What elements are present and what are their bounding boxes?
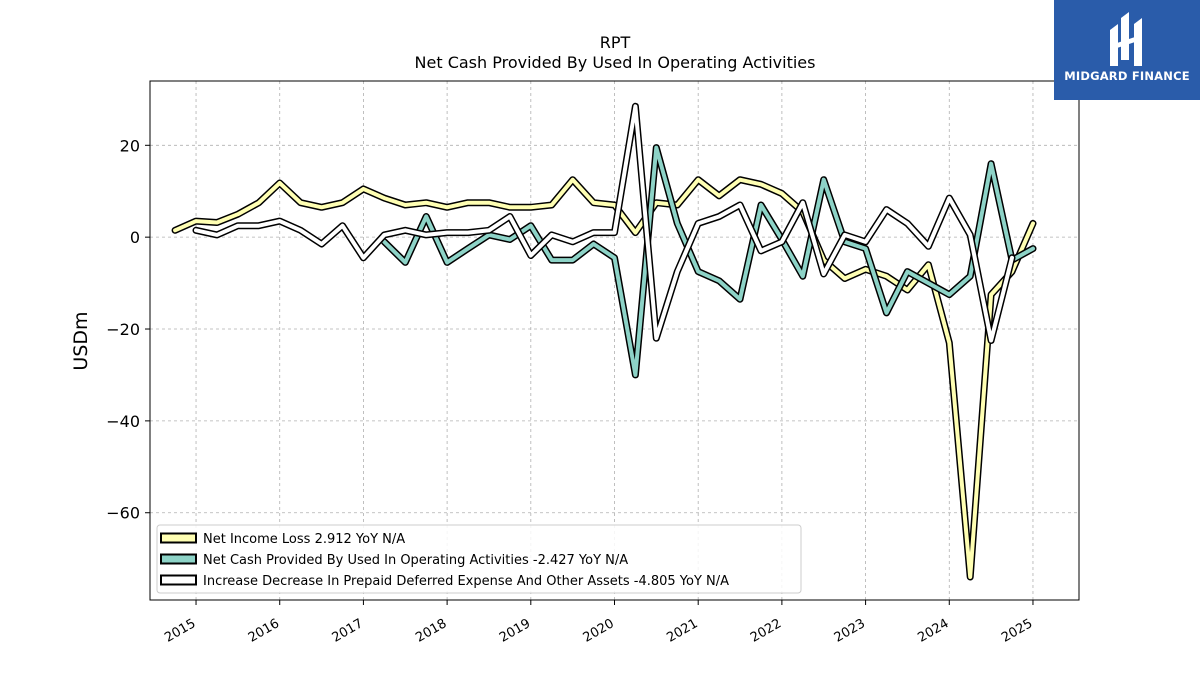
legend-entry: Net Cash Provided By Used In Operating A… [203,553,628,568]
legend: Net Income Loss 2.912 YoY N/A Net Cash Pr… [156,524,802,594]
x-tick-label: 2024 [915,616,951,646]
x-tick-label: 2021 [664,616,700,646]
chart-title: RPT [600,33,631,52]
x-tick-label: 2018 [413,616,449,646]
y-tick-label: −40 [106,412,140,431]
x-tick-label: 2015 [162,616,198,646]
legend-swatch [160,574,197,586]
x-tick-label: 2020 [581,616,617,646]
x-tick-label: 2016 [246,616,282,646]
series-2-line [380,144,1037,379]
y-tick-label: −20 [106,320,140,339]
y-tick-label: −60 [106,504,140,523]
brand-logo: MIDGARD FINANCE [1054,0,1200,100]
x-tick-label: 2019 [497,616,533,646]
grid [150,81,1079,600]
y-axis-label: USDm [70,311,92,370]
logo-text: MIDGARD FINANCE [1064,69,1190,83]
x-tick-label: 2017 [330,616,366,646]
series-layer [171,102,1037,581]
y-tick-label: 0 [130,228,140,247]
legend-entry: Increase Decrease In Prepaid Deferred Ex… [203,574,729,589]
y-axis: 20 0 −20 −40 −60 [106,136,150,523]
x-tick-label: 2023 [832,616,868,646]
x-tick-label: 2025 [999,616,1035,646]
legend-swatch [160,532,197,544]
chart-subtitle: Net Cash Provided By Used In Operating A… [415,53,816,72]
x-axis: 2015 2016 2017 2018 2019 2020 2021 2022 2023 2024… [162,600,1035,646]
series-3-line [192,102,1016,344]
legend-swatch [160,553,197,565]
logo-mark-icon [1110,12,1142,66]
y-tick-label: 20 [120,136,140,155]
x-tick-label: 2022 [748,616,784,646]
legend-entry: Net Income Loss 2.912 YoY N/A [203,532,405,547]
series-1-line [171,176,1037,581]
legend-box [156,524,802,594]
